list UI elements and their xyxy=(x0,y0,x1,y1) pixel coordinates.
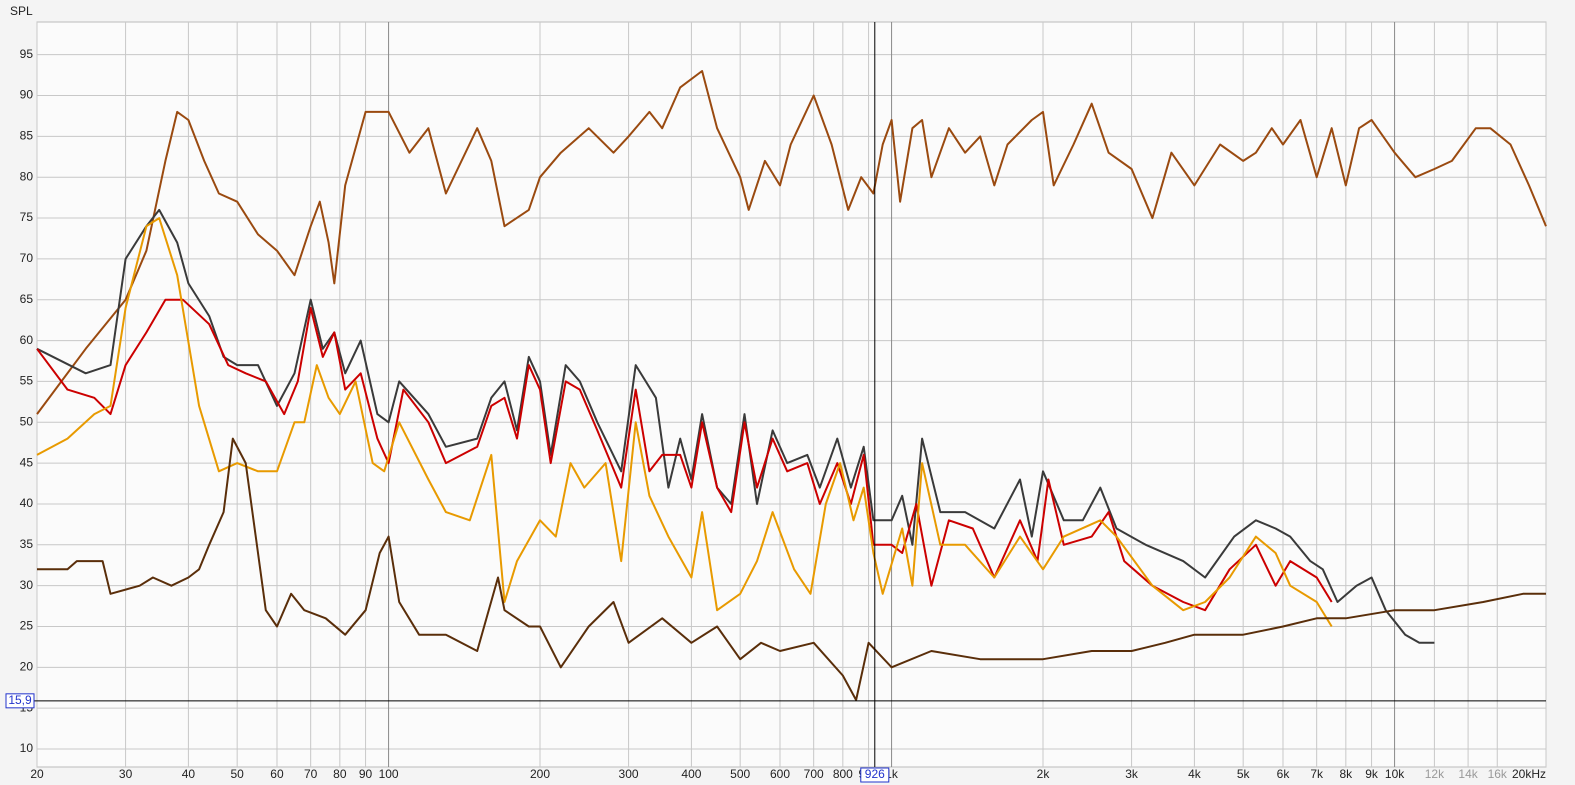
x-tick-label: 6k xyxy=(1277,767,1291,781)
y-tick-label: 60 xyxy=(20,333,34,347)
x-tick-label: 700 xyxy=(804,767,824,781)
x-tick-label: 7k xyxy=(1310,767,1324,781)
x-tick-label: 14k xyxy=(1458,767,1478,781)
series-line xyxy=(36,298,1333,612)
y-axis-label: SPL xyxy=(10,4,33,18)
cursor-y-label: 15,9 xyxy=(8,693,32,707)
series-line xyxy=(36,70,1547,415)
x-tick-label: 8k xyxy=(1339,767,1353,781)
series-line xyxy=(37,437,1546,701)
series-line xyxy=(36,217,1333,628)
series xyxy=(36,70,1547,701)
cursor-x-label: 926 xyxy=(865,767,885,781)
x-tick-label: 600 xyxy=(770,767,790,781)
x-tick-label: 10k xyxy=(1385,767,1405,781)
y-tick-label: 20 xyxy=(20,660,34,674)
grid: 1015202530354045505560657075808590952030… xyxy=(20,22,1547,781)
x-tick-label: 90 xyxy=(359,767,373,781)
x-tick-label: 80 xyxy=(333,767,347,781)
x-tick-label: 200 xyxy=(530,767,550,781)
x-tick-label: 16k xyxy=(1488,767,1508,781)
x-tick-label: 100 xyxy=(379,767,399,781)
y-tick-label: 65 xyxy=(20,292,34,306)
y-tick-label: 55 xyxy=(20,374,34,388)
y-tick-label: 70 xyxy=(20,251,34,265)
y-tick-label: 85 xyxy=(20,129,34,143)
y-tick-label: 40 xyxy=(20,496,34,510)
y-tick-label: 75 xyxy=(20,210,34,224)
x-tick-label: 400 xyxy=(681,767,701,781)
x-tick-label: 60 xyxy=(270,767,284,781)
y-tick-label: 80 xyxy=(20,169,34,183)
x-tick-label: 500 xyxy=(730,767,750,781)
x-tick-label: 20kHz xyxy=(1512,767,1546,781)
y-tick-label: 50 xyxy=(20,414,34,428)
x-tick-label: 40 xyxy=(182,767,196,781)
x-tick-label: 800 xyxy=(833,767,853,781)
y-tick-label: 45 xyxy=(20,455,34,469)
x-tick-label: 2k xyxy=(1037,767,1051,781)
y-tick-label: 10 xyxy=(20,741,34,755)
x-tick-label: 30 xyxy=(119,767,133,781)
y-tick-label: 25 xyxy=(20,619,34,633)
cursor-y-box xyxy=(5,693,35,709)
x-tick-label: 9k xyxy=(1365,767,1379,781)
y-tick-label: 30 xyxy=(20,578,34,592)
y-tick-label: 95 xyxy=(20,47,34,61)
y-tick-label: 90 xyxy=(20,88,34,102)
x-tick-label: 50 xyxy=(230,767,244,781)
cursor-x-box xyxy=(860,767,890,783)
x-tick-label: 70 xyxy=(304,767,318,781)
x-tick-label: 3k xyxy=(1125,767,1139,781)
plot-area xyxy=(36,21,1547,768)
x-tick-label: 20 xyxy=(30,767,44,781)
x-tick-label: 5k xyxy=(1237,767,1251,781)
x-tick-label: 12k xyxy=(1425,767,1445,781)
overlay: 926 15,9 xyxy=(5,22,1546,783)
x-tick-label: 300 xyxy=(619,767,639,781)
y-tick-label: 35 xyxy=(20,537,34,551)
x-tick-label: 4k xyxy=(1188,767,1202,781)
